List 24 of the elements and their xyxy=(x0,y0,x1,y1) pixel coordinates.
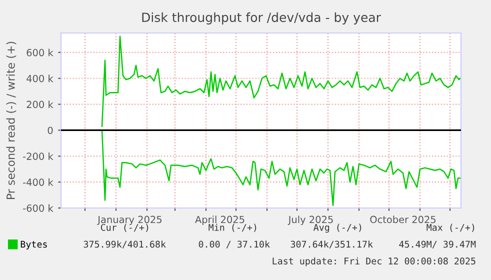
x-tick-label: July 2025 xyxy=(288,216,333,226)
line-series xyxy=(101,130,461,206)
y-tick-label: -400 k xyxy=(23,178,54,186)
y-axis-title: Pr second read (-) / write (+) xyxy=(6,42,16,200)
text: 375.99k/401.68k xyxy=(84,240,166,248)
chart-title: Disk throughput for /dev/vda - by year xyxy=(142,12,381,24)
text: Min (-/+) xyxy=(208,224,256,232)
legend-label: Bytes xyxy=(20,240,47,250)
x-tick-label: April 2025 xyxy=(195,216,244,226)
y-tick-label: 0 xyxy=(48,126,53,134)
y-tick-label: -200 k xyxy=(23,152,54,160)
text: Max (-/+) xyxy=(426,224,474,232)
text: 45.49M/ 39.47M xyxy=(399,240,476,248)
x-tick-label: October 2025 xyxy=(370,216,436,224)
y-tick-label: 600 k xyxy=(26,48,54,56)
text: 307.64k/351.17k xyxy=(290,240,373,248)
text: Cur (-/+) xyxy=(100,224,148,232)
text: 0.00 / 37.10k xyxy=(198,240,270,248)
text: Avg (-/+) xyxy=(314,224,362,233)
text: Last update: Fri Dec 12 00:00:08 2025 xyxy=(272,257,476,266)
line-series xyxy=(101,36,461,127)
y-tick-label: 200 k xyxy=(26,100,54,108)
y-tick-label: -600 k xyxy=(23,204,54,212)
y-tick-label: 400 k xyxy=(26,74,54,82)
